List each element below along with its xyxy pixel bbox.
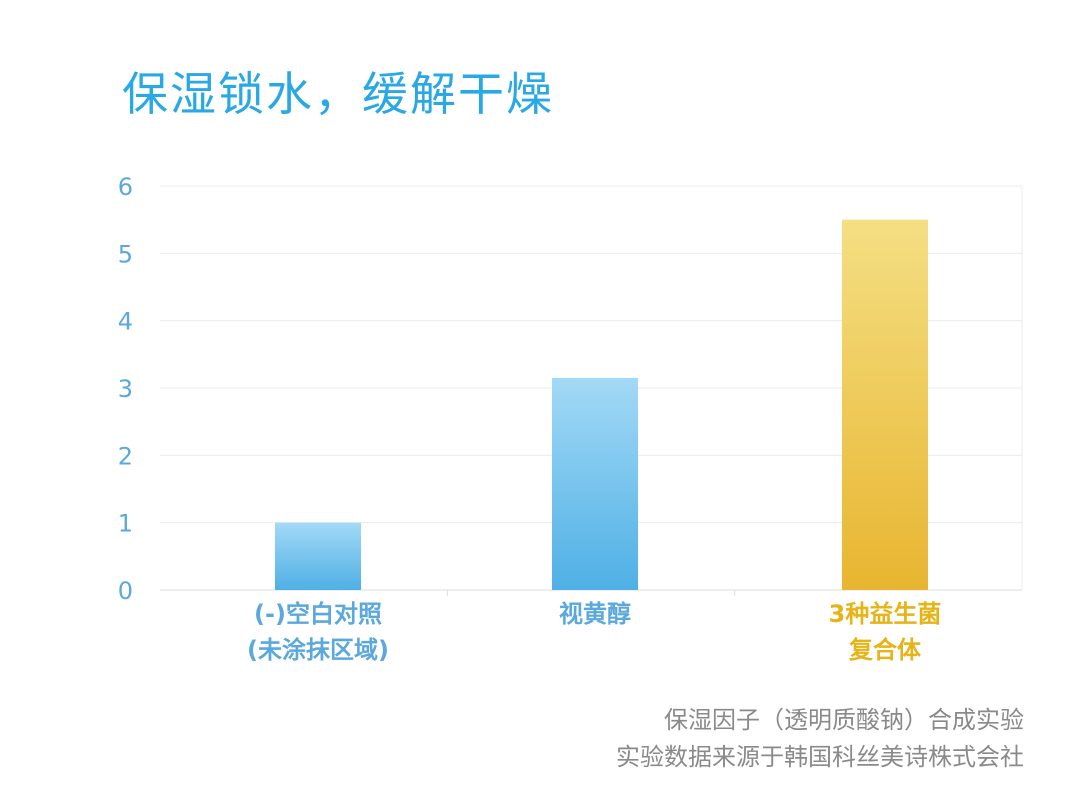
y-tick-label: 1 bbox=[118, 510, 133, 538]
x-category-label: (-)空白对照 bbox=[254, 600, 382, 628]
x-category-label: 视黄醇 bbox=[559, 600, 631, 628]
bar-2 bbox=[552, 377, 638, 590]
y-tick-label: 4 bbox=[118, 308, 133, 336]
chart-title: 保湿锁水，缓解干燥 bbox=[122, 67, 554, 121]
footnote-line-1: 保湿因子（透明质酸钠）合成实验 bbox=[664, 706, 1024, 734]
bar-1 bbox=[275, 522, 361, 590]
x-category-label: (未涂抹区域) bbox=[247, 636, 389, 664]
x-category-label: 复合体 bbox=[848, 636, 922, 664]
y-tick-label: 6 bbox=[118, 173, 133, 201]
y-tick-label: 3 bbox=[118, 375, 133, 403]
bars bbox=[275, 219, 928, 590]
y-tick-label: 0 bbox=[118, 577, 133, 605]
x-category-label: 3种益生菌 bbox=[829, 600, 942, 628]
y-axis: 0 1 2 3 4 5 6 bbox=[118, 173, 133, 605]
footnote-line-2: 实验数据来源于韩国科丝美诗株式会社 bbox=[616, 743, 1024, 771]
y-tick-label: 2 bbox=[118, 442, 133, 470]
y-tick-label: 5 bbox=[118, 240, 133, 268]
bar-3 bbox=[842, 219, 928, 590]
